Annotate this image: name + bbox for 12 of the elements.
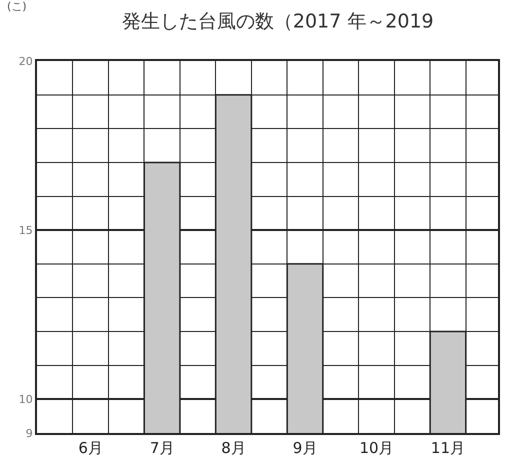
text: (こ) bbox=[7, 0, 27, 13]
y-tick-label: 9 bbox=[26, 426, 33, 440]
y-tick-label: 20 bbox=[18, 54, 33, 68]
x-tick-label: 7月 bbox=[150, 439, 174, 457]
x-tick-label: 11月 bbox=[430, 439, 466, 457]
x-tick-label: 6月 bbox=[78, 439, 103, 457]
x-tick-label: 8月 bbox=[221, 439, 246, 457]
chart-title: 発生した台風の数（2017 年～2019 bbox=[122, 10, 434, 32]
x-tick-label: 10月 bbox=[359, 439, 394, 457]
y-tick-label: 10 bbox=[18, 393, 33, 406]
y-tick-label: 15 bbox=[18, 224, 33, 237]
x-tick-label: 9月 bbox=[292, 439, 318, 457]
